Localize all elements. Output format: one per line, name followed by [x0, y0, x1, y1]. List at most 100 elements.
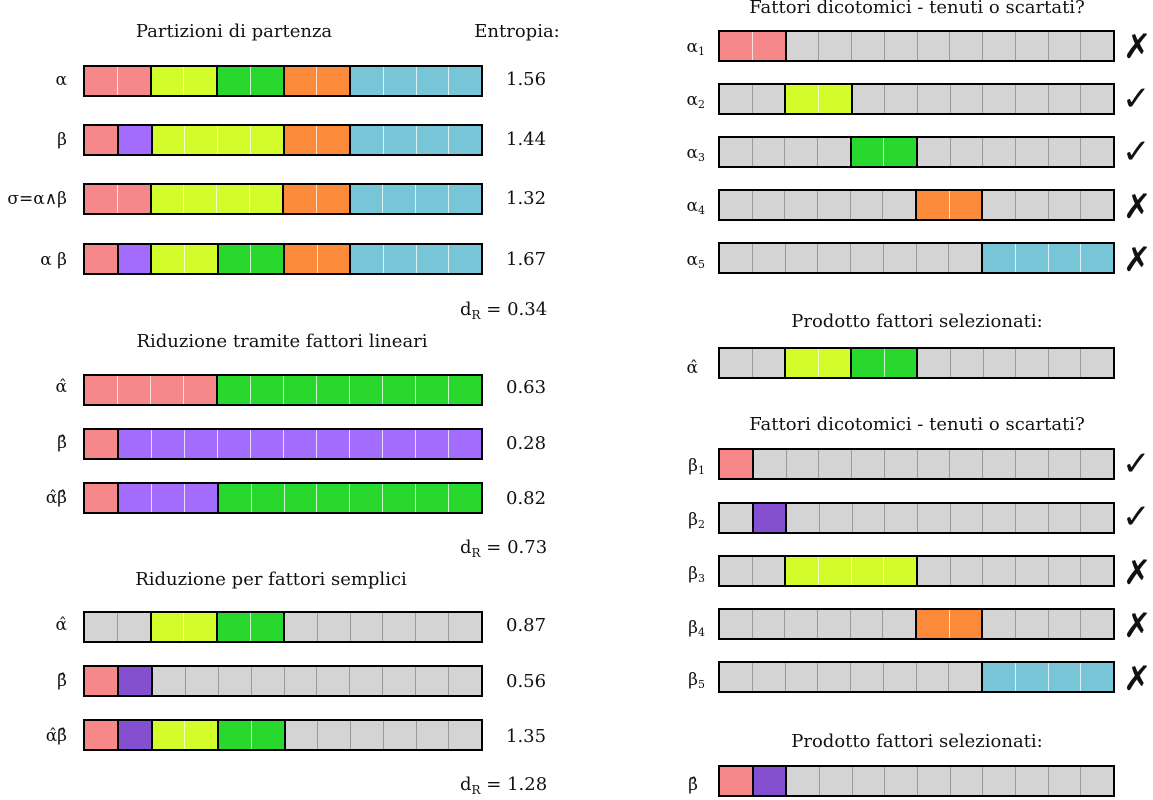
partition-cell	[218, 245, 252, 273]
partition-cell	[118, 245, 153, 273]
partition-cell	[720, 557, 753, 585]
partition-cell	[851, 557, 885, 585]
partition-cell	[785, 191, 819, 219]
row-label: β4	[688, 618, 705, 639]
partition-cell	[383, 376, 416, 404]
partition-cell	[720, 138, 753, 166]
partition-cell	[118, 721, 153, 749]
discard-mark: ✗	[1123, 187, 1152, 227]
partition-cell	[1048, 138, 1082, 166]
partition-cell	[85, 376, 118, 404]
partition-cell	[117, 613, 152, 641]
partition-cell	[383, 613, 417, 641]
partition-cell	[383, 430, 416, 458]
partition-cell	[152, 430, 185, 458]
partition-cell	[786, 349, 819, 377]
entropy-header: Entropia:	[474, 21, 560, 42]
partition-bar	[83, 243, 483, 275]
partition-cell	[383, 126, 417, 154]
partition-cell	[184, 376, 218, 404]
partition-cell	[449, 667, 481, 695]
partition-cell	[251, 667, 285, 695]
dr-value: dR = 0.34	[460, 299, 548, 322]
partition-cell	[449, 613, 481, 641]
product-title: Prodotto fattori selezionati:	[791, 311, 1043, 332]
row-label: α̂β̂	[45, 488, 67, 508]
partition-cell	[85, 667, 119, 695]
partition-cell	[449, 245, 481, 273]
row-label: β2	[688, 510, 705, 531]
product-title: Prodotto fattori selezionati:	[791, 731, 1043, 752]
partition-cell	[753, 767, 788, 795]
partition-bar	[718, 189, 1115, 221]
row-label: β1	[688, 456, 705, 477]
partition-cell	[218, 430, 251, 458]
partition-cell	[785, 244, 819, 272]
partition-cell	[1048, 244, 1082, 272]
partition-cell	[786, 557, 820, 585]
partition-cell	[350, 430, 383, 458]
partition-cell	[416, 667, 450, 695]
partition-cell	[983, 450, 1016, 478]
partition-cell	[85, 245, 119, 273]
partition-cell	[885, 504, 919, 532]
partition-cell	[383, 185, 417, 213]
row-label: α β	[40, 250, 67, 270]
entropy-value: 0.28	[506, 433, 547, 454]
partition-cell	[284, 667, 318, 695]
partition-cell	[787, 504, 821, 532]
partition-cell	[884, 557, 919, 585]
partition-cell	[1081, 349, 1113, 377]
partition-cell	[950, 504, 984, 532]
entropy-value: 0.82	[506, 488, 547, 509]
partition-cell	[720, 32, 753, 60]
partition-cell	[117, 185, 152, 213]
partition-cell	[752, 610, 786, 638]
partition-bar	[83, 482, 483, 514]
partition-cell	[852, 504, 886, 532]
partition-cell	[449, 721, 481, 749]
partition-cell	[818, 244, 851, 272]
partition-cell	[1048, 349, 1082, 377]
partition-cell	[251, 484, 285, 512]
partition-cell	[1048, 557, 1082, 585]
partition-cell	[983, 32, 1016, 60]
section-title-simple-factors: Riduzione per fattori semplici	[135, 569, 407, 590]
partition-cell	[118, 667, 153, 695]
keep-mark: ✓	[1122, 444, 1151, 484]
partition-cell	[983, 610, 1017, 638]
partition-cell	[949, 663, 983, 691]
partition-bar	[83, 183, 483, 215]
partition-cell	[383, 484, 417, 512]
partition-cell	[317, 245, 352, 273]
partition-cell	[785, 138, 819, 166]
partition-bar	[83, 665, 483, 697]
partition-cell	[720, 610, 753, 638]
partition-cell	[251, 430, 284, 458]
partition-cell	[218, 667, 252, 695]
partition-cell	[884, 32, 918, 60]
row-label: α1	[686, 37, 705, 58]
entropy-value: 1.44	[506, 129, 547, 150]
partition-cell	[752, 138, 786, 166]
discard-mark: ✗	[1123, 240, 1152, 280]
partition-cell	[883, 244, 917, 272]
row-label: α4	[686, 196, 705, 217]
partition-cell	[1048, 85, 1082, 113]
partition-cell	[885, 85, 919, 113]
partition-cell	[250, 185, 284, 213]
partition-cell	[85, 484, 119, 512]
row-label: α̂	[686, 358, 698, 378]
partition-cell	[983, 557, 1017, 585]
partition-cell	[350, 185, 384, 213]
partition-cell	[753, 504, 788, 532]
partition-cell	[284, 484, 318, 512]
entropy-value: 1.32	[506, 188, 547, 209]
partition-cell	[950, 557, 984, 585]
partition-cell	[250, 67, 285, 95]
partition-bar	[718, 765, 1115, 797]
partition-cell	[416, 376, 449, 404]
partition-cell	[383, 721, 417, 749]
partition-cell	[383, 67, 417, 95]
